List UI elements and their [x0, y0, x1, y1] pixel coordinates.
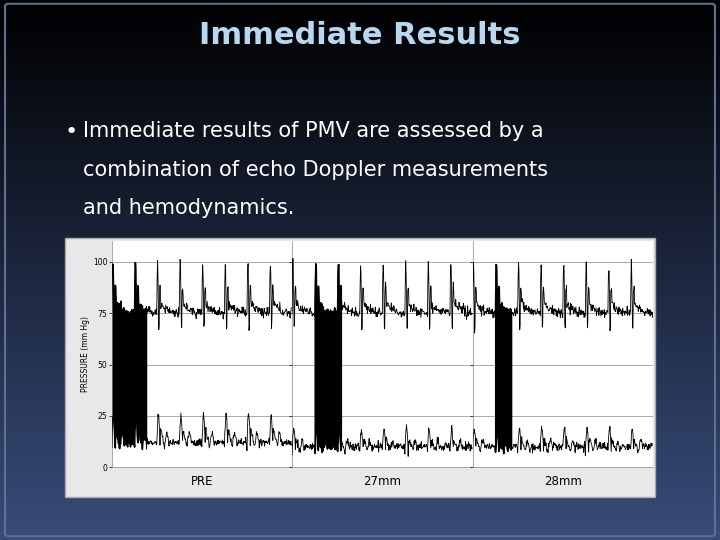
Text: •: • — [65, 122, 78, 143]
Text: 27mm: 27mm — [364, 475, 401, 488]
Text: 28mm: 28mm — [544, 475, 582, 488]
Text: combination of echo Doppler measurements: combination of echo Doppler measurements — [83, 159, 548, 180]
Text: and hemodynamics.: and hemodynamics. — [83, 198, 294, 219]
Y-axis label: PRESSURE (mm Hg): PRESSURE (mm Hg) — [81, 316, 90, 392]
Text: Immediate Results: Immediate Results — [199, 21, 521, 50]
Text: PRE: PRE — [191, 475, 213, 488]
Bar — [65, 238, 655, 497]
Text: Immediate results of PMV are assessed by a: Immediate results of PMV are assessed by… — [83, 120, 544, 141]
